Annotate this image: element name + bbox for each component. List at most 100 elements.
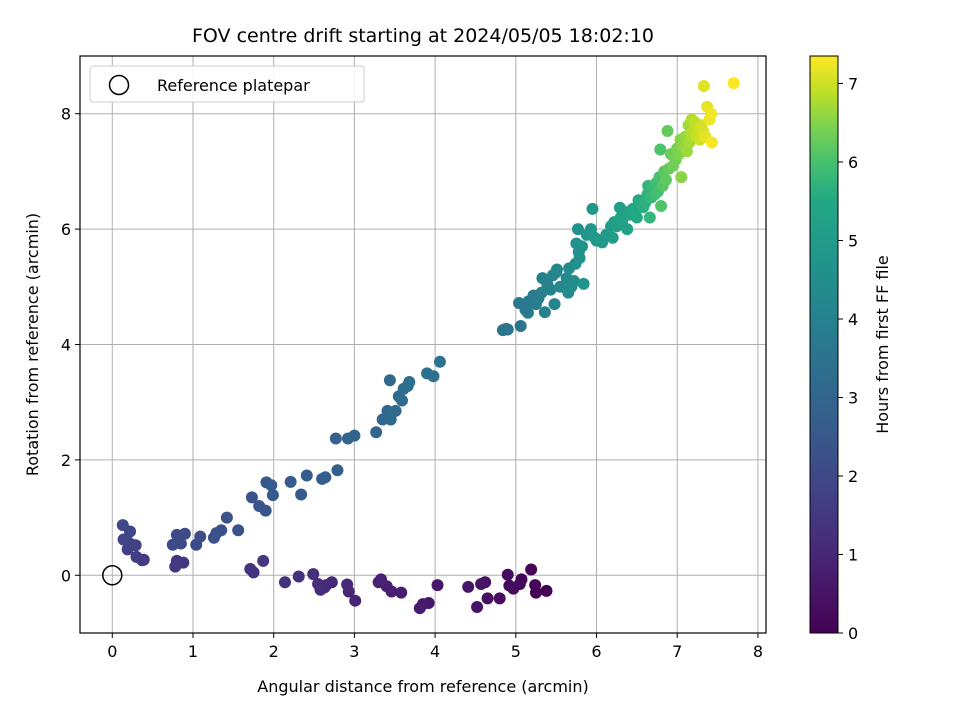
data-point	[348, 429, 361, 442]
data-point	[349, 594, 362, 607]
data-point	[525, 563, 538, 576]
colorbar-tick-label: 2	[848, 467, 858, 486]
x-tick-label: 6	[591, 642, 601, 661]
data-point	[396, 394, 409, 407]
data-point	[586, 202, 599, 215]
data-point	[501, 323, 514, 336]
y-tick-label: 8	[61, 105, 71, 124]
data-point	[232, 524, 245, 537]
data-point	[501, 568, 514, 581]
data-point	[295, 488, 308, 501]
data-point	[630, 211, 643, 224]
data-point	[643, 211, 656, 224]
y-tick-label: 4	[61, 336, 71, 355]
data-point	[514, 320, 527, 333]
data-points	[102, 77, 740, 615]
data-point	[383, 374, 396, 387]
data-point	[675, 171, 688, 184]
data-point	[341, 578, 354, 591]
data-point	[413, 602, 426, 615]
data-point	[697, 80, 710, 93]
data-point	[493, 592, 506, 605]
data-point	[540, 584, 553, 597]
axis-ticks: 0 1 2 3 4 5 6 7 8 0 2 4 6 8	[61, 105, 763, 661]
reference-platepar-marker	[102, 565, 123, 586]
colorbar-tick-label: 5	[848, 231, 858, 250]
x-tick-label: 5	[511, 642, 521, 661]
data-point	[529, 579, 542, 592]
data-point	[431, 579, 444, 592]
data-point	[462, 580, 475, 593]
data-point	[571, 223, 584, 236]
data-point	[577, 277, 590, 290]
data-point	[259, 504, 272, 517]
x-tick-label: 0	[107, 642, 117, 661]
data-point	[655, 200, 668, 213]
x-tick-label: 1	[188, 642, 198, 661]
data-point	[220, 511, 233, 524]
data-point	[312, 577, 325, 590]
data-point	[307, 568, 320, 581]
colorbar-tick-label: 1	[848, 545, 858, 564]
legend-marker-reference	[108, 74, 130, 96]
y-axis-label: Rotation from reference (arcmin)	[23, 213, 42, 476]
data-point	[475, 577, 488, 590]
data-point	[319, 471, 332, 484]
data-point	[567, 275, 580, 288]
y-tick-label: 6	[61, 220, 71, 239]
data-point	[538, 306, 551, 319]
data-point	[266, 489, 279, 502]
data-point	[194, 530, 207, 543]
x-axis-label: Angular distance from reference (arcmin)	[257, 677, 588, 696]
data-point	[278, 576, 291, 589]
x-tick-label: 4	[430, 642, 440, 661]
data-point	[389, 404, 402, 417]
data-point	[544, 283, 557, 296]
legend-entry-reference: Reference platepar	[157, 76, 310, 95]
data-point	[292, 570, 305, 583]
data-point	[727, 77, 740, 90]
data-point	[521, 306, 534, 319]
data-point	[503, 579, 516, 592]
data-point	[178, 527, 191, 540]
x-tick-label: 2	[269, 642, 279, 661]
data-point	[621, 223, 634, 236]
colorbar: 0 1 2 3 4 5 6 7	[809, 55, 858, 643]
data-point	[705, 136, 718, 149]
x-tick-label: 3	[349, 642, 359, 661]
y-tick-label: 2	[61, 451, 71, 470]
data-point	[370, 426, 383, 439]
data-point	[654, 143, 667, 156]
colorbar-tick-label: 4	[848, 310, 858, 329]
data-point	[331, 464, 344, 477]
y-tick-label: 0	[61, 566, 71, 585]
data-point	[284, 475, 297, 488]
data-point	[659, 174, 672, 187]
data-point	[403, 376, 416, 389]
data-point	[329, 432, 342, 445]
data-point	[130, 550, 143, 563]
data-point	[372, 576, 385, 589]
colorbar-tick-label: 0	[848, 624, 858, 643]
data-point	[215, 524, 228, 537]
data-point	[550, 263, 563, 276]
data-point	[548, 298, 561, 311]
data-point	[257, 554, 270, 567]
data-point	[300, 469, 313, 482]
data-point	[117, 533, 130, 546]
data-point	[395, 586, 408, 599]
data-point	[427, 370, 440, 383]
data-point	[575, 240, 588, 253]
data-point	[245, 491, 258, 504]
data-point	[433, 355, 446, 368]
data-point	[705, 107, 718, 120]
data-point	[265, 479, 278, 492]
data-point	[471, 601, 484, 614]
legend-box	[89, 65, 365, 103]
data-point	[573, 251, 586, 264]
x-tick-label: 8	[753, 642, 763, 661]
chart-title: FOV centre drift starting at 2024/05/05 …	[192, 25, 654, 47]
data-point	[661, 125, 674, 138]
